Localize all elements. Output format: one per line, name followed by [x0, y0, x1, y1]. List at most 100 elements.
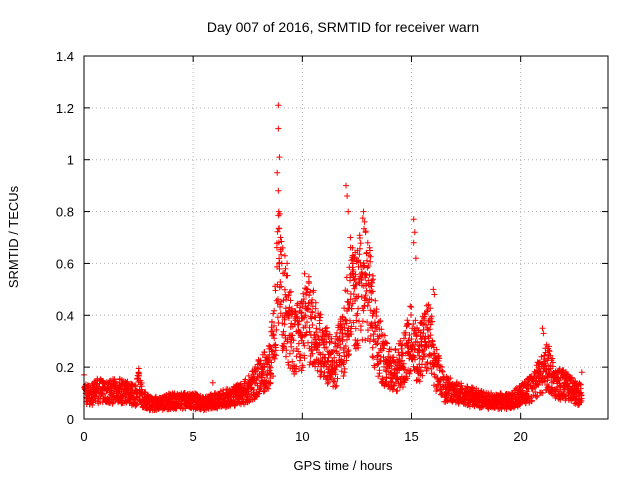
- data-point: [404, 375, 411, 382]
- data-point: [309, 322, 316, 328]
- data-point: [372, 297, 379, 304]
- data-point: [534, 392, 541, 399]
- data-point: [369, 288, 376, 295]
- data-point: [383, 368, 390, 375]
- data-point: [306, 280, 312, 287]
- data-point: [402, 329, 409, 336]
- data-point: [545, 383, 552, 390]
- data-point: [354, 310, 361, 317]
- data-point: [295, 340, 302, 347]
- data-point: [345, 208, 352, 215]
- data-point: [543, 367, 550, 373]
- data-point: [418, 341, 425, 348]
- data-point: [340, 373, 347, 379]
- data-point: [302, 323, 309, 329]
- y-tick-label: 0.4: [56, 308, 74, 323]
- data-point: [340, 321, 346, 328]
- data-point: [436, 355, 443, 362]
- data-point: [367, 247, 373, 254]
- data-point: [290, 347, 297, 354]
- data-point: [423, 367, 430, 374]
- data-point: [366, 271, 373, 278]
- data-point: [316, 320, 323, 327]
- data-point: [301, 355, 308, 362]
- data-point: [344, 336, 350, 343]
- data-point: [313, 325, 320, 332]
- data-point: [351, 277, 358, 284]
- data-point: [355, 344, 362, 351]
- data-point: [274, 314, 281, 321]
- data-point: [359, 318, 366, 325]
- data-point: [416, 355, 423, 362]
- data-point: [411, 229, 418, 236]
- data-point: [296, 351, 303, 358]
- y-tick-label: 0.2: [56, 360, 74, 375]
- data-point: [362, 337, 369, 344]
- data-point: [356, 235, 363, 241]
- data-point: [333, 362, 340, 369]
- data-point: [362, 229, 369, 236]
- data-point: [412, 255, 419, 262]
- data-point: [346, 302, 353, 308]
- data-point: [288, 343, 295, 350]
- data-point: [284, 260, 291, 267]
- data-point: [577, 399, 584, 406]
- data-point: [299, 364, 306, 371]
- data-point: [470, 385, 476, 392]
- data-point: [439, 368, 446, 375]
- data-point: [375, 373, 382, 380]
- data-point: [302, 300, 309, 307]
- data-point: [284, 272, 291, 279]
- x-tick-label: 20: [513, 429, 527, 444]
- data-point: [310, 287, 317, 294]
- data-point: [358, 293, 365, 300]
- data-point: [416, 378, 423, 385]
- data-point: [524, 388, 531, 395]
- data-point: [362, 292, 369, 299]
- data-point: [577, 381, 584, 388]
- data-point: [380, 345, 387, 352]
- data-point: [266, 351, 273, 358]
- data-point: [277, 279, 284, 285]
- data-point: [412, 317, 419, 324]
- data-point: [251, 386, 257, 393]
- data-point: [371, 364, 378, 371]
- data-point: [345, 352, 352, 359]
- data-point: [96, 383, 102, 390]
- data-point: [546, 343, 552, 350]
- data-point: [301, 342, 308, 349]
- data-point: [364, 239, 371, 246]
- data-point: [135, 369, 142, 376]
- data-point: [281, 321, 288, 328]
- data-point: [333, 382, 340, 389]
- y-tick-label: 1.2: [56, 101, 74, 116]
- data-point: [270, 332, 277, 339]
- data-point: [112, 379, 119, 386]
- data-point: [357, 240, 364, 247]
- data-point: [268, 359, 275, 366]
- data-point: [358, 277, 365, 284]
- data-point: [281, 252, 288, 259]
- data-point: [302, 312, 309, 319]
- data-point: [413, 331, 420, 338]
- data-point: [300, 290, 307, 297]
- data-point: [351, 285, 358, 292]
- data-point: [318, 368, 325, 375]
- data-point: [360, 264, 367, 270]
- data-point: [275, 187, 282, 194]
- data-point: [289, 358, 296, 365]
- data-point: [377, 318, 384, 324]
- data-point: [273, 244, 280, 251]
- data-point: [265, 385, 272, 392]
- data-point: [317, 311, 324, 318]
- data-point: [399, 349, 406, 356]
- data-point: [268, 348, 275, 355]
- data-point: [355, 293, 362, 300]
- y-tick-label: 0.8: [56, 205, 74, 220]
- data-point: [312, 299, 319, 306]
- data-point: [362, 270, 369, 277]
- data-point: [539, 325, 546, 332]
- data-point: [388, 363, 395, 370]
- data-point: [309, 296, 316, 303]
- data-point: [344, 348, 351, 355]
